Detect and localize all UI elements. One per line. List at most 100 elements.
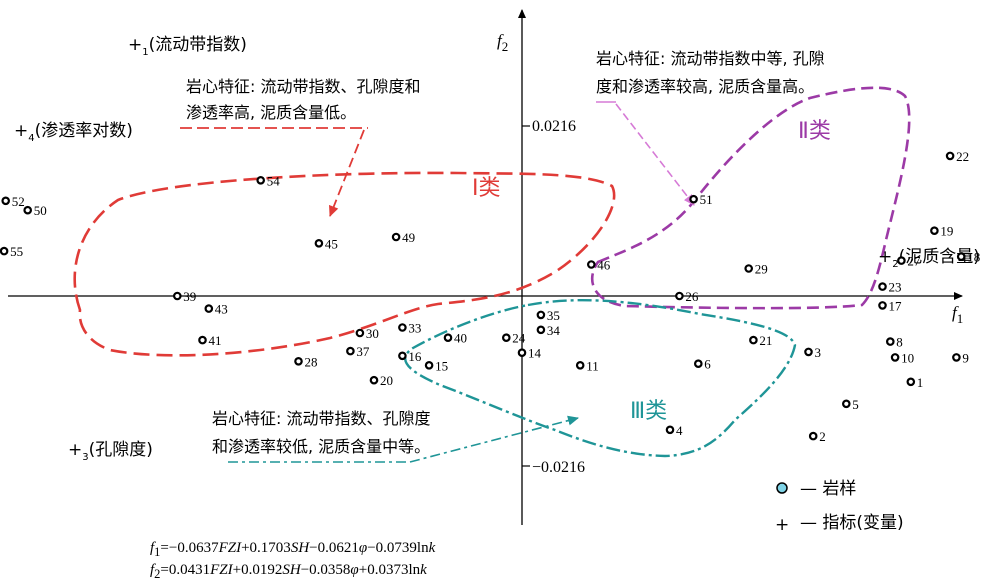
- data-point-marker: [693, 359, 703, 369]
- data-point-label: 14: [528, 346, 542, 361]
- annotation-2-line-1: 岩心特征: 流动带指数中等, 孔隙: [596, 49, 825, 68]
- data-point-label: 24: [512, 331, 526, 346]
- svg-text:+4(渗透率对数): +4(渗透率对数): [14, 121, 133, 144]
- data-point-54: 54: [256, 173, 281, 188]
- data-point-46: 46: [586, 258, 611, 273]
- data-point-marker: [23, 205, 33, 215]
- data-point-marker: [536, 310, 546, 320]
- data-point-label: 22: [956, 149, 969, 164]
- data-point-33: 33: [398, 321, 421, 336]
- data-point-marker: [945, 151, 955, 161]
- data-point-35: 35: [536, 308, 560, 323]
- y-tick-label-lower: −0.0216: [532, 459, 585, 476]
- data-point-18: 18: [956, 250, 980, 265]
- data-point-label: 41: [209, 333, 222, 348]
- data-point-marker: [424, 360, 434, 370]
- data-point-label: 5: [852, 397, 859, 412]
- data-point-marker: [517, 348, 527, 358]
- data-point-marker: [841, 399, 851, 409]
- data-point-marker: [346, 346, 355, 356]
- cluster-1-label: Ⅰ类: [472, 176, 501, 201]
- data-point-marker: [890, 353, 900, 362]
- data-point-label: 1: [917, 375, 924, 390]
- data-point-marker: [536, 325, 546, 335]
- data-point-marker: [749, 335, 758, 345]
- data-point-label: 29: [755, 262, 768, 277]
- indicator-2: +2(泥质含量): [878, 247, 980, 270]
- data-point-marker: [804, 347, 813, 357]
- data-point-label: 35: [547, 308, 560, 323]
- data-point-19: 19: [930, 224, 953, 239]
- data-point-marker: [808, 431, 818, 441]
- data-point-20: 20: [369, 373, 393, 388]
- data-point-29: 29: [744, 262, 768, 277]
- data-point-10: 10: [890, 350, 914, 365]
- data-point-marker: [897, 256, 906, 265]
- data-point-15: 15: [424, 358, 448, 373]
- data-point-label: 6: [704, 357, 711, 372]
- data-point-label: 54: [267, 173, 281, 188]
- indicator-3: +3(孔隙度): [68, 440, 153, 463]
- data-point-label: 9: [962, 350, 969, 365]
- annotation-1-line-2: 渗透率高, 泥质含量低。: [186, 103, 356, 122]
- data-point-34: 34: [536, 323, 561, 338]
- legend-item-samples: — 岩样: [800, 479, 856, 499]
- data-point-45: 45: [314, 236, 338, 251]
- data-point-30: 30: [355, 326, 379, 341]
- formula-f1: f1=−0.0637FZI+0.1703SH−0.0621φ−0.0739lnk: [150, 540, 436, 559]
- data-point-marker: [878, 301, 887, 310]
- data-point-label: 52: [12, 194, 25, 209]
- data-point-label: 34: [547, 323, 561, 338]
- data-point-2: 2: [808, 429, 826, 444]
- data-point-9: 9: [952, 350, 969, 365]
- data-point-label: 20: [380, 373, 393, 388]
- data-point-marker: [689, 194, 698, 204]
- data-point-label: 55: [10, 244, 23, 259]
- cluster-3-envelope: [404, 298, 797, 458]
- data-point-marker: [443, 333, 453, 343]
- data-point-marker: [675, 291, 684, 301]
- data-point-label: 30: [366, 326, 379, 341]
- data-point-marker: [665, 425, 675, 435]
- data-point-marker: [0, 246, 9, 256]
- data-point-label: 4: [676, 423, 683, 438]
- data-point-label: 49: [402, 230, 415, 245]
- cluster-1-envelope: [73, 171, 616, 357]
- data-point-1: 1: [906, 375, 924, 390]
- y-axis-name: f2: [497, 31, 508, 54]
- data-point-label: 23: [889, 280, 902, 295]
- formula-f2: f2=0.0431FZI+0.0192SH−0.0358φ+0.0373lnk: [150, 562, 427, 581]
- data-point-21: 21: [749, 333, 772, 348]
- data-point-55: 55: [0, 244, 23, 259]
- data-point-marker: [1, 196, 10, 206]
- y-tick-label-upper: 0.0216: [532, 118, 576, 135]
- data-point-14: 14: [517, 346, 542, 361]
- data-point-label: 37: [356, 344, 370, 359]
- data-point-label: 3: [815, 345, 822, 360]
- data-point-label: 16: [408, 349, 422, 364]
- data-point-11: 11: [575, 358, 599, 373]
- data-point-3: 3: [804, 345, 822, 360]
- data-point-37: 37: [346, 344, 370, 359]
- data-point-label: 45: [325, 236, 338, 251]
- data-point-label: 40: [454, 331, 467, 346]
- data-point-marker: [744, 264, 754, 273]
- data-point-label: 39: [183, 289, 196, 304]
- data-point-39: 39: [173, 289, 196, 304]
- data-point-26: 26: [675, 289, 699, 304]
- annotation-3-line-2: 和渗透率较低, 泥质含量中等。: [212, 437, 430, 456]
- annotation-cluster-2: 岩心特征: 流动带指数中等, 孔隙 度和渗透率较高, 泥质含量高。: [596, 49, 825, 206]
- data-point-marker: [930, 226, 939, 236]
- data-point-17: 17: [878, 298, 902, 313]
- data-point-marker: [586, 260, 596, 269]
- data-points: 1234567891011121314151617181920212223242…: [0, 149, 980, 444]
- cluster-2-envelope: [591, 86, 911, 310]
- data-point-6: 6: [693, 357, 711, 372]
- legend-plus-symbol: +: [775, 515, 789, 535]
- data-point-40: 40: [443, 331, 467, 346]
- data-point-marker: [314, 239, 324, 248]
- data-point-8: 8: [885, 335, 903, 350]
- data-point-label: 2: [819, 429, 826, 444]
- data-point-label: 26: [685, 289, 699, 304]
- data-point-marker: [398, 323, 407, 332]
